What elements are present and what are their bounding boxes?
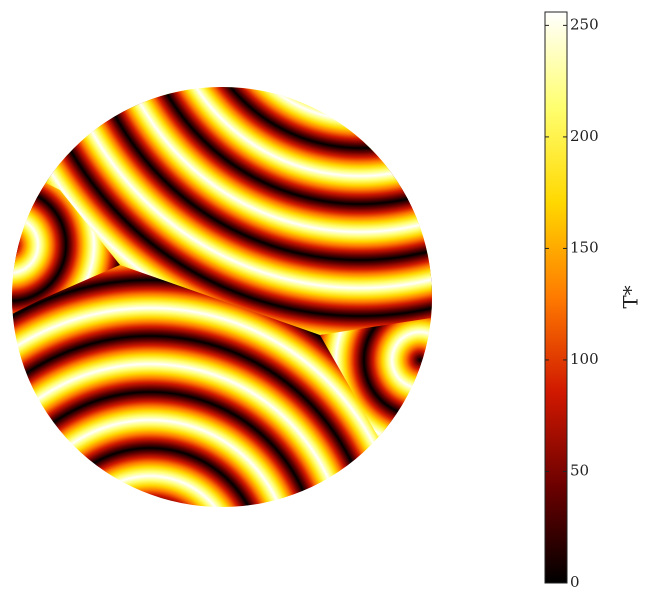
colorbar-tick-label: 250: [570, 15, 599, 33]
pattern-region: [12, 87, 432, 335]
colorbar-tick-label: 0: [570, 573, 580, 591]
colorbar: [544, 11, 568, 584]
colorbar-label: T*: [619, 285, 643, 308]
colorbar-tick-label: 200: [570, 127, 599, 145]
colorbar-tick-label: 100: [570, 350, 599, 368]
colorbar-tick-label: 50: [570, 461, 589, 479]
colorbar-tick-label: 150: [570, 238, 599, 256]
